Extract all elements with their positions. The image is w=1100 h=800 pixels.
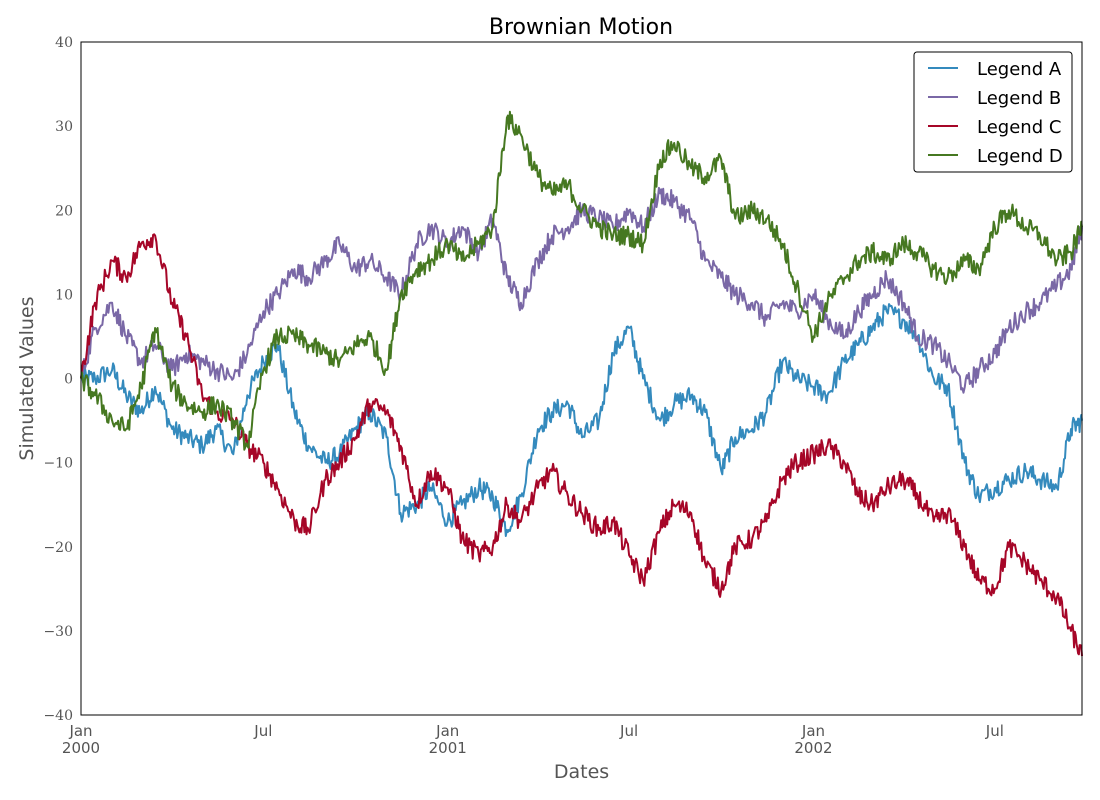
y-tick-label: 20 <box>55 203 73 219</box>
x-tick-year-label: 2002 <box>794 739 832 757</box>
x-tick-label: Jan <box>68 722 92 740</box>
y-tick-label: −20 <box>43 540 73 556</box>
x-tick-year-label: 2000 <box>62 739 100 757</box>
x-tick-label: Jan <box>801 722 825 740</box>
series-line-3 <box>80 233 1083 657</box>
x-tick-label: Jul <box>253 722 272 740</box>
x-axis-label: Dates <box>554 761 609 783</box>
y-tick-label: 10 <box>55 287 73 303</box>
series-line-4 <box>80 110 1083 451</box>
legend-label: Legend B <box>977 88 1061 109</box>
y-axis-label: Simulated Values <box>16 296 38 460</box>
plot-area <box>80 41 1083 716</box>
x-tick-label: Jan <box>435 722 459 740</box>
series-lines <box>80 110 1083 657</box>
plot-frame <box>80 41 1083 716</box>
series-line-2 <box>80 186 1083 394</box>
chart-title: Brownian Motion <box>489 15 673 40</box>
legend: Legend A Legend B Legend C Legend D <box>913 51 1073 173</box>
legend-label: Legend C <box>977 117 1061 138</box>
x-tick-label: Jul <box>985 722 1004 740</box>
legend-label: Legend D <box>977 146 1063 167</box>
legend-label: Legend A <box>977 59 1062 80</box>
x-tick-label: Jul <box>619 722 638 740</box>
x-tick-year-label: 2001 <box>429 739 467 757</box>
y-axis: 40 30 20 10 0 −10 −20 −30 −40 <box>43 35 73 724</box>
y-tick-label: 0 <box>64 372 73 388</box>
y-tick-label: −10 <box>43 456 73 472</box>
legend-box <box>913 51 1073 173</box>
y-tick-label: 30 <box>55 119 73 135</box>
y-tick-label: −40 <box>43 708 73 724</box>
y-tick-label: −30 <box>43 624 73 640</box>
y-tick-label: 40 <box>55 35 73 51</box>
